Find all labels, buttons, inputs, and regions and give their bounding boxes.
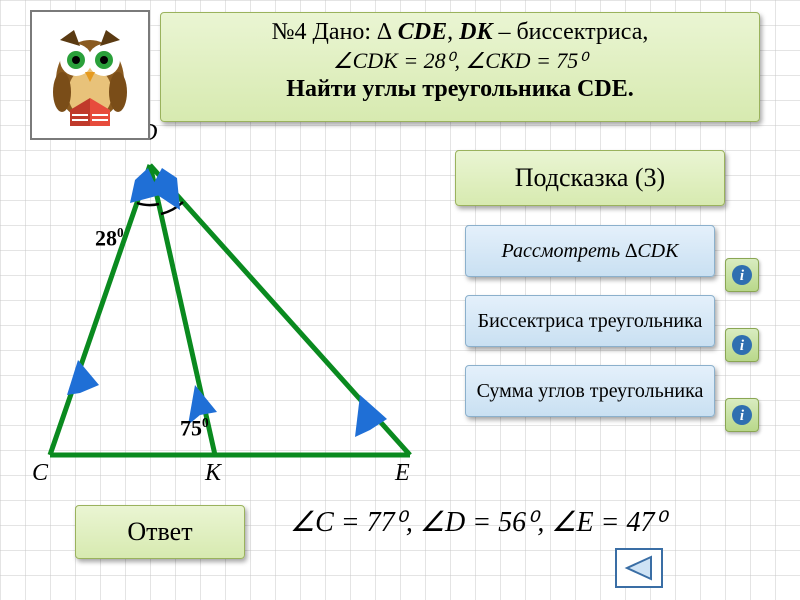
hint-3[interactable]: Сумма углов треугольника — [465, 365, 715, 417]
page-root: { "header": { "title_prefix": "№4 Дано: … — [0, 0, 800, 600]
info-button-1[interactable]: i — [725, 258, 759, 292]
hint-2[interactable]: Биссектриса треугольника — [465, 295, 715, 347]
header-find: Найти углы треугольника CDE. — [171, 76, 749, 103]
problem-header: №4 Дано: ∆ CDE, DK – биссектриса, ∠CDK =… — [160, 12, 760, 122]
info-button-2[interactable]: i — [725, 328, 759, 362]
info-button-3[interactable]: i — [725, 398, 759, 432]
answer-label: Ответ — [127, 517, 192, 547]
vertex-label-c: C — [32, 460, 48, 487]
hint-3-label: Сумма углов треугольника — [477, 381, 704, 402]
header-title: №4 Дано: ∆ CDE, DK – биссектриса, — [171, 19, 749, 46]
info-icon: i — [731, 404, 753, 426]
header-formula: ∠CDK = 28⁰, ∠CKD = 75⁰ — [171, 48, 749, 74]
triangle-diagram — [20, 135, 450, 495]
info-icon: i — [731, 264, 753, 286]
hint-main-button[interactable]: Подсказка (3) — [455, 150, 725, 206]
answer-button[interactable]: Ответ — [75, 505, 245, 559]
vertex-label-k: К — [205, 460, 221, 487]
vertex-label-e: E — [395, 460, 410, 487]
triangle-left-icon — [623, 555, 655, 581]
hint-main-label: Подсказка (3) — [515, 163, 665, 193]
hint-1-label: Рассмотреть ∆CDK — [502, 241, 679, 262]
owl-image — [30, 10, 150, 140]
hint-2-label: Биссектриса треугольника — [478, 311, 703, 332]
hint-1[interactable]: Рассмотреть ∆CDK — [465, 225, 715, 277]
owl-icon — [40, 18, 140, 133]
angle-label-28: 280 — [95, 225, 124, 251]
angle-label-75: 750 — [180, 415, 209, 441]
nav-back-button[interactable] — [615, 548, 663, 588]
info-icon: i — [731, 334, 753, 356]
answer-formula: ∠C = 77⁰, ∠D = 56⁰, ∠E = 47⁰ — [290, 505, 666, 539]
